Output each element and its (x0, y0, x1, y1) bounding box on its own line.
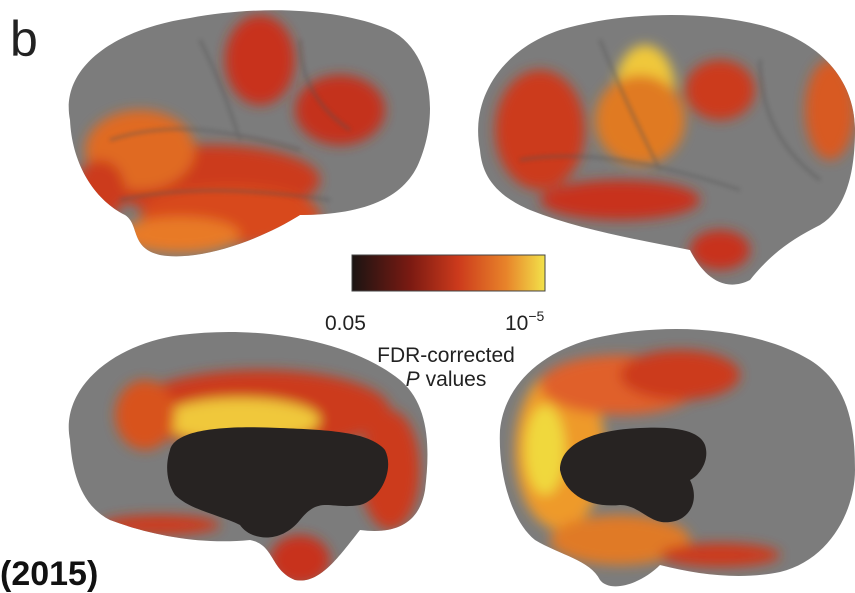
p-values: values (426, 368, 487, 391)
page: b (0, 0, 855, 593)
max-exponent: −5 (528, 308, 544, 324)
colorbar-min-label: 0.05 (325, 312, 366, 335)
colorbar (352, 255, 545, 291)
figure: b (0, 0, 855, 593)
colorbar-title-line1: FDR-corrected (377, 344, 515, 367)
max-base: 10 (505, 312, 528, 335)
brain-lateral-left (50, 0, 450, 280)
brain-medial-right (490, 320, 855, 593)
footer-year: (2015) (0, 555, 98, 593)
colorbar-max-label: 10−5 (505, 308, 545, 335)
panel-label: b (10, 11, 38, 67)
p-symbol: P (406, 368, 420, 391)
